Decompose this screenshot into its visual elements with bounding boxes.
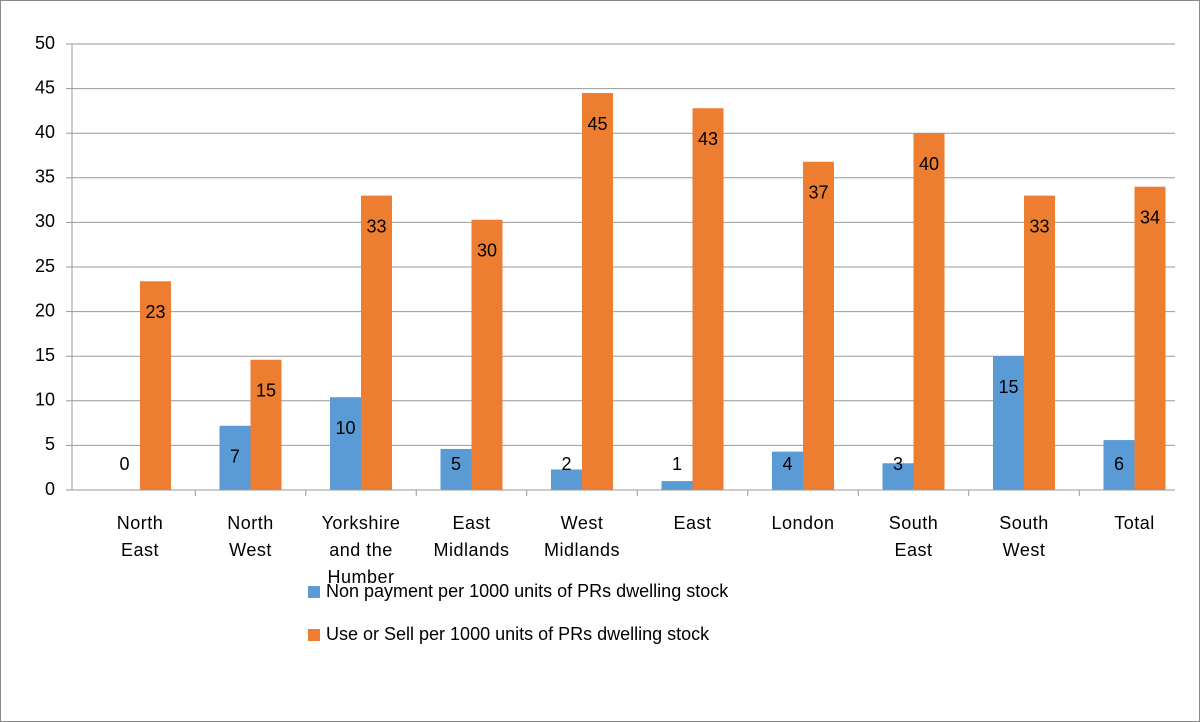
y-tick-label: 20 [35, 300, 55, 320]
y-tick-label: 15 [35, 345, 55, 365]
bar [882, 463, 914, 490]
bar [361, 195, 392, 490]
x-tick-label: South West [999, 513, 1049, 560]
x-tick-label: Total [1114, 513, 1155, 533]
bar [661, 481, 693, 490]
data-label: 33 [366, 216, 386, 236]
bar [1103, 440, 1135, 490]
y-tick-label: 0 [45, 479, 55, 499]
legend-swatch [308, 586, 320, 598]
x-tick-label: North West [227, 513, 274, 560]
bar [551, 469, 582, 490]
data-label: 34 [1140, 207, 1160, 227]
data-label: 45 [587, 114, 607, 134]
data-label: 0 [119, 454, 129, 474]
data-label: 37 [808, 182, 828, 202]
x-tick-label: West Midlands [543, 513, 621, 560]
y-tick-label: 45 [35, 77, 55, 97]
data-label: 10 [335, 418, 355, 438]
y-tick-label: 10 [35, 390, 55, 410]
bar [913, 133, 945, 490]
data-label: 2 [561, 454, 571, 474]
data-label: 7 [230, 447, 240, 467]
x-tick-label: East [673, 513, 712, 533]
y-tick-label: 25 [35, 256, 55, 276]
data-label: 30 [477, 240, 497, 260]
x-tick-label: London [771, 513, 835, 533]
bar [772, 451, 803, 490]
bar [803, 161, 834, 490]
y-tick-label: 50 [35, 33, 55, 53]
data-label: 5 [451, 454, 461, 474]
bar [140, 281, 171, 490]
bar [582, 93, 613, 490]
x-tick-label: South East [888, 513, 939, 560]
data-label: 15 [256, 381, 276, 401]
data-label: 6 [1114, 454, 1124, 474]
x-tick-label: North East [116, 513, 164, 560]
data-label: 23 [145, 302, 165, 322]
data-label: 40 [919, 154, 939, 174]
legend-label: Non payment per 1000 units of PRs dwelli… [326, 581, 729, 601]
data-label: 3 [893, 454, 903, 474]
bar [219, 425, 251, 490]
bar [692, 108, 724, 490]
y-tick-label: 35 [35, 167, 55, 187]
data-label: 4 [782, 454, 792, 474]
bar [471, 219, 503, 490]
data-label: 15 [998, 377, 1018, 397]
data-label: 33 [1029, 216, 1049, 236]
y-tick-label: 30 [35, 211, 55, 231]
legend-label: Use or Sell per 1000 units of PRs dwelli… [326, 624, 710, 644]
bar [1134, 186, 1166, 490]
y-tick-label: 5 [45, 434, 55, 454]
legend-swatch [308, 629, 320, 641]
data-label: 43 [698, 129, 718, 149]
bar [993, 356, 1024, 490]
x-tick-label: East Midlands [433, 513, 510, 560]
data-label: 1 [672, 454, 682, 474]
bar [330, 397, 361, 490]
y-tick-label: 40 [35, 122, 55, 142]
bar [440, 448, 472, 490]
x-tick-label: Yorkshire and the Humber [321, 513, 401, 587]
bar [1024, 195, 1055, 490]
bar [250, 359, 282, 490]
